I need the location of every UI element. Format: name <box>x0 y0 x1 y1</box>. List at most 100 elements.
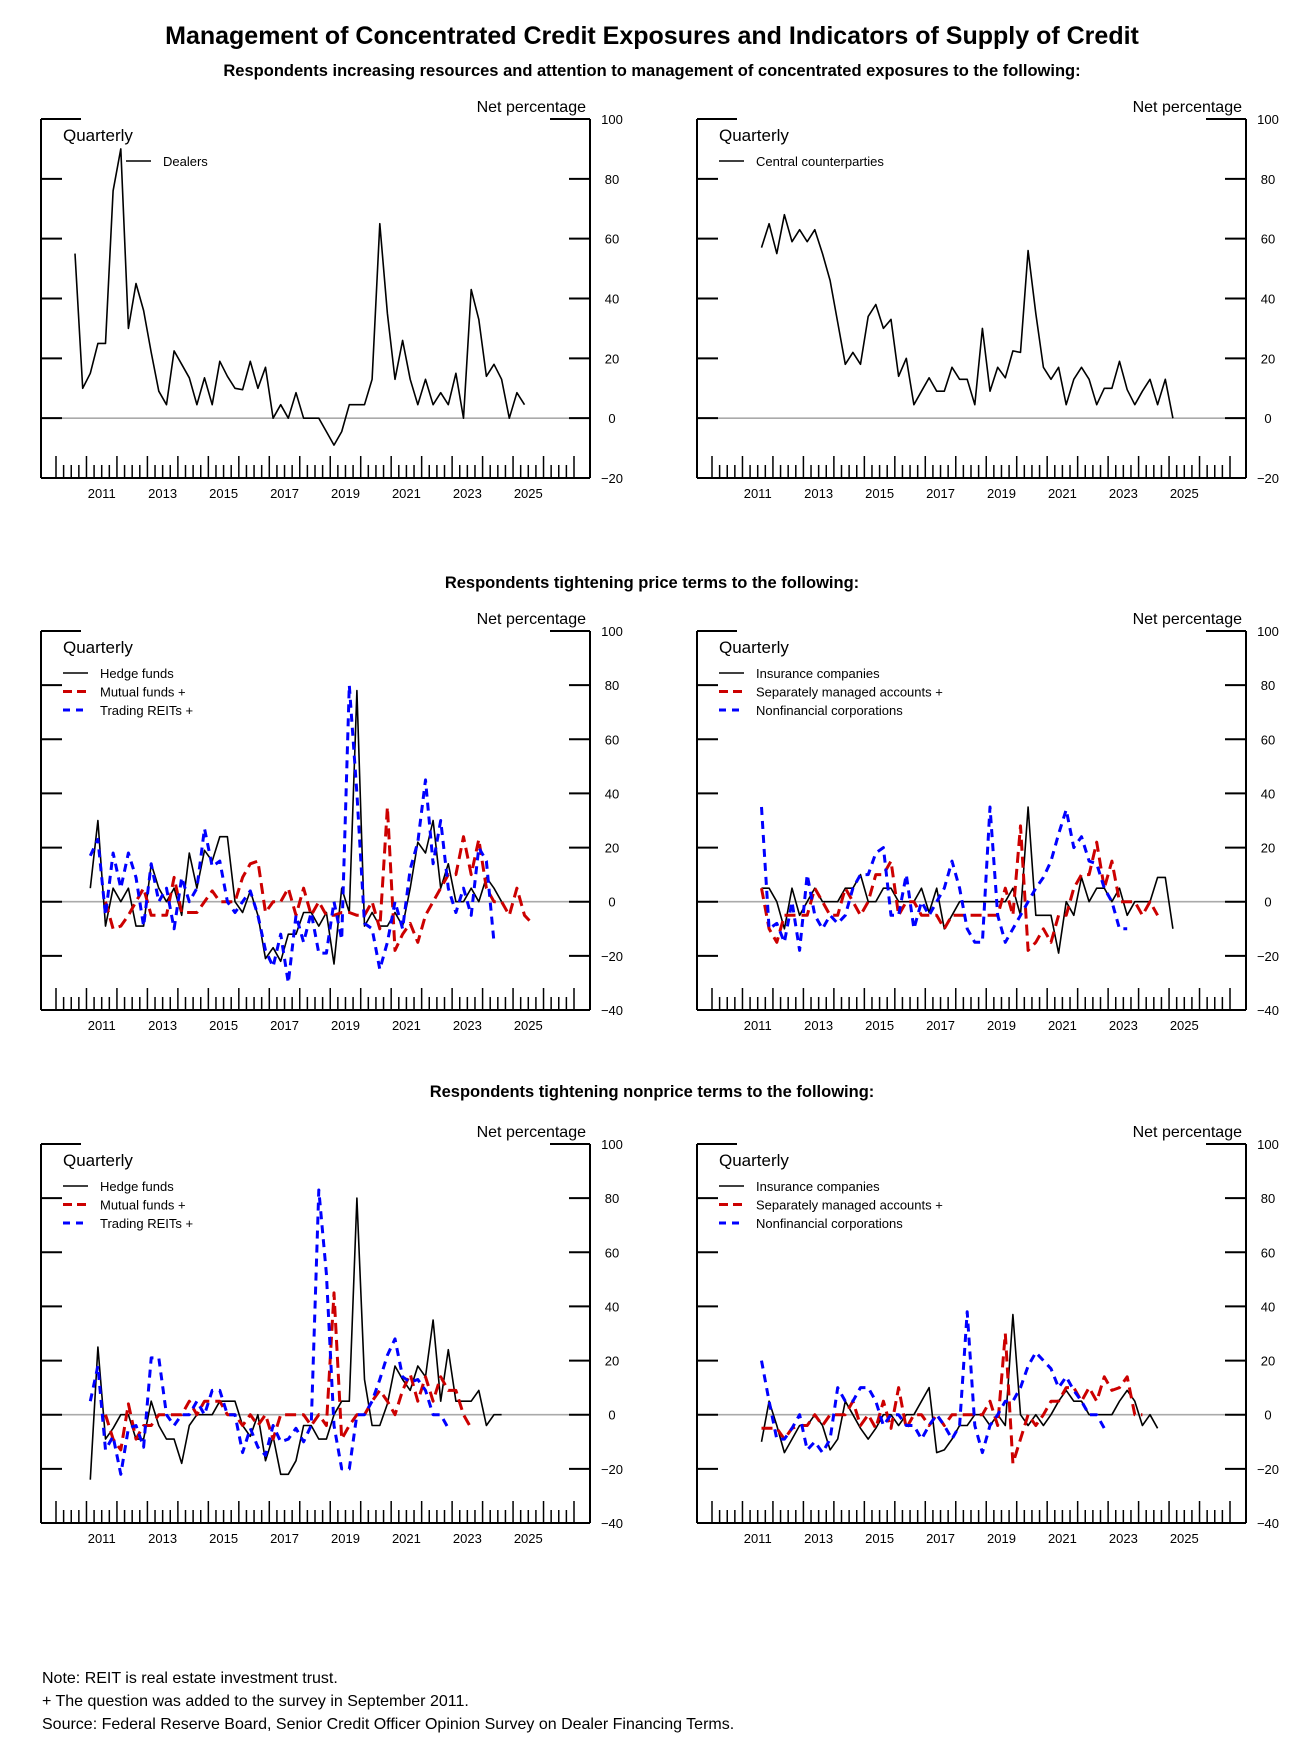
x-tick-label: 2019 <box>987 1018 1016 1033</box>
y-tick-label: −40 <box>1257 1516 1279 1531</box>
x-tick-label: 2025 <box>514 486 543 501</box>
y-tick-label: 20 <box>1261 841 1275 856</box>
y-tick-label: −20 <box>601 1462 623 1477</box>
legend-label: Separately managed accounts + <box>756 1198 943 1213</box>
y-tick-label: 80 <box>605 172 619 187</box>
x-tick-label: 2017 <box>926 486 955 501</box>
y-tick-label: 60 <box>1261 732 1275 747</box>
y-tick-label: 80 <box>605 1191 619 1206</box>
y-tick-label: 0 <box>1264 1408 1271 1423</box>
legend-label: Insurance companies <box>756 666 880 681</box>
x-tick-label: 2025 <box>1170 486 1199 501</box>
y-tick-label: 100 <box>1257 1137 1279 1152</box>
legend-label: Separately managed accounts + <box>756 685 943 700</box>
x-tick-label: 2023 <box>1109 1531 1138 1546</box>
frequency-label: Quarterly <box>63 638 133 657</box>
y-tick-label: 80 <box>1261 172 1275 187</box>
y-tick-label: 80 <box>1261 1191 1275 1206</box>
legend-label: Central counterparties <box>756 154 884 169</box>
x-tick-label: 2025 <box>514 1018 543 1033</box>
series-separately-managed-accounts <box>760 824 1159 952</box>
y-tick-label: −20 <box>601 471 623 486</box>
x-tick-label: 2023 <box>453 1531 482 1546</box>
x-tick-label: 2011 <box>744 486 772 501</box>
y-tick-label: 40 <box>1261 786 1275 801</box>
section-title-exposures: Respondents increasing resources and att… <box>223 62 1081 80</box>
section-title-nonprice-terms: Respondents tightening nonprice terms to… <box>429 1083 875 1101</box>
x-tick-label: 2023 <box>453 486 482 501</box>
frequency-label: Quarterly <box>63 1151 133 1170</box>
chart-nonprice-terms-left: −40 −20 0 20 40 60 80 100 Net percentage 2011 2013… <box>40 1124 623 1546</box>
x-tick-label: 2019 <box>331 1531 360 1546</box>
series-dealers <box>74 148 526 446</box>
y-tick-label: 20 <box>605 841 619 856</box>
legend-label: Nonfinancial corporations <box>756 703 903 718</box>
y-tick-label: 0 <box>608 895 615 910</box>
x-tick-label: 2021 <box>1048 1531 1077 1546</box>
note-source: Source: Federal Reserve Board, Senior Cr… <box>42 1716 735 1733</box>
series-trading-reits <box>88 1188 450 1476</box>
x-tick-label: 2021 <box>1048 1018 1077 1033</box>
x-tick-label: 2021 <box>1048 486 1077 501</box>
section-title-price-terms: Respondents tightening price terms to th… <box>444 574 860 592</box>
x-tick-label: 2013 <box>148 486 177 501</box>
x-tick-label: 2025 <box>1170 1018 1199 1033</box>
x-tick-label: 2011 <box>88 1018 116 1033</box>
y-tick-label: 100 <box>601 112 623 127</box>
series-central-counterparties <box>760 213 1174 419</box>
note-question-added: + The question was added to the survey i… <box>42 1693 469 1710</box>
y-axis-title: Net percentage <box>1133 99 1243 116</box>
chart-nonprice-terms-right: −40 −20 0 20 40 60 80 100 Net percentage 2011 2013… <box>696 1124 1279 1546</box>
legend-label: Trading REITs + <box>100 703 193 718</box>
y-tick-label: −40 <box>601 1003 623 1018</box>
x-tick-label: 2015 <box>865 1018 894 1033</box>
y-tick-label: 20 <box>1261 1354 1275 1369</box>
series-hedge-funds <box>89 1197 502 1480</box>
chart-price-terms-left: −40 −20 0 20 40 60 80 100 Net percentage 2011 2013… <box>40 611 623 1033</box>
legend-label: Hedge funds <box>100 666 174 681</box>
x-tick-label: 2011 <box>88 486 116 501</box>
x-tick-label: 2017 <box>270 1018 299 1033</box>
y-tick-label: 60 <box>605 1245 619 1260</box>
y-tick-label: 100 <box>601 1137 623 1152</box>
x-tick-label: 2017 <box>270 1531 299 1546</box>
y-tick-label: 20 <box>605 1354 619 1369</box>
y-tick-label: 0 <box>1264 895 1271 910</box>
y-tick-label: 100 <box>601 624 623 639</box>
x-tick-label: 2021 <box>392 486 421 501</box>
legend-label: Mutual funds + <box>100 1198 186 1213</box>
x-tick-label: 2023 <box>1109 1018 1138 1033</box>
y-tick-label: 20 <box>1261 351 1275 366</box>
series-nonfinancial-corporations <box>760 805 1128 952</box>
series-separately-managed-accounts <box>761 1332 1143 1465</box>
y-tick-label: 40 <box>605 1299 619 1314</box>
y-axis-title: Net percentage <box>477 611 587 628</box>
x-tick-label: 2013 <box>804 1018 833 1033</box>
y-tick-label: 60 <box>1261 1245 1275 1260</box>
x-tick-label: 2025 <box>514 1531 543 1546</box>
x-tick-label: 2013 <box>148 1531 177 1546</box>
y-axis-title: Net percentage <box>477 99 587 116</box>
series-mutual-funds <box>104 805 534 952</box>
x-tick-label: 2017 <box>926 1018 955 1033</box>
y-tick-label: 100 <box>1257 624 1279 639</box>
frequency-label: Quarterly <box>719 126 789 145</box>
y-tick-label: 100 <box>1257 112 1279 127</box>
y-tick-label: 0 <box>608 411 615 426</box>
y-axis-title: Net percentage <box>1133 1124 1243 1141</box>
frequency-label: Quarterly <box>719 638 789 657</box>
y-tick-label: −40 <box>1257 1003 1279 1018</box>
x-tick-label: 2015 <box>209 1531 238 1546</box>
series-hedge-funds <box>89 689 503 965</box>
series-mutual-funds <box>104 1291 473 1452</box>
x-tick-label: 2019 <box>987 486 1016 501</box>
note-reit: Note: REIT is real estate investment tru… <box>42 1670 338 1687</box>
y-tick-label: 60 <box>1261 232 1275 247</box>
series-trading-reits <box>88 683 496 985</box>
chart-dealers: −20 0 20 40 60 80 100 Net percentage 2011 2013 201… <box>40 99 623 501</box>
y-tick-label: 40 <box>1261 292 1275 307</box>
legend-label: Hedge funds <box>100 1179 174 1194</box>
x-tick-label: 2015 <box>865 486 894 501</box>
frequency-label: Quarterly <box>63 126 133 145</box>
x-tick-label: 2025 <box>1170 1531 1199 1546</box>
